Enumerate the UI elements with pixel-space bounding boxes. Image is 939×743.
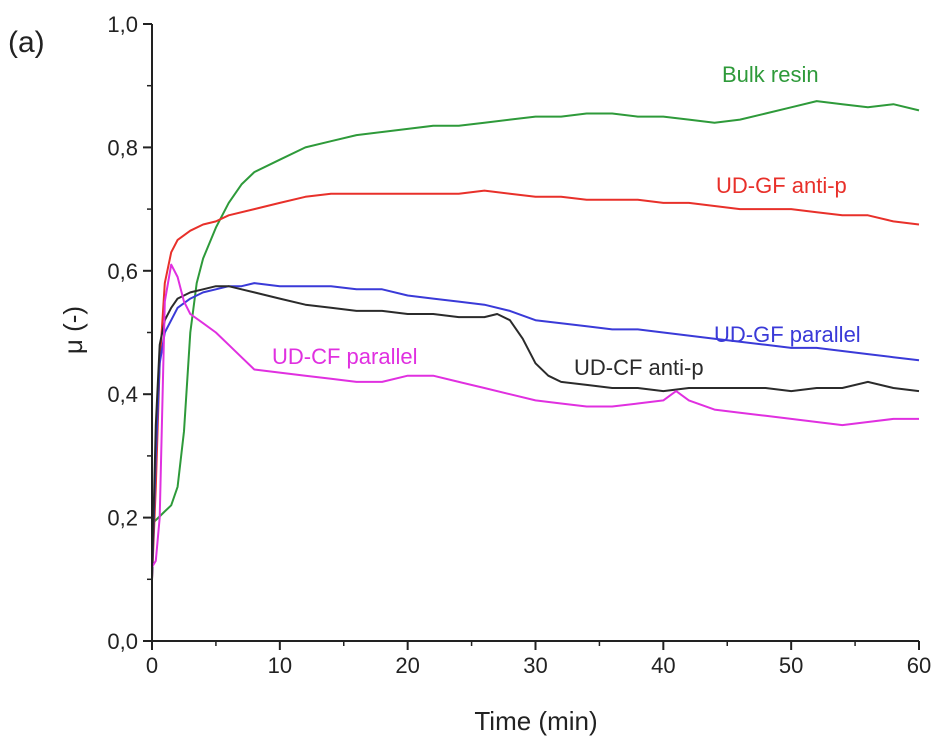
y-tick-label: 0,4 xyxy=(107,382,138,407)
series-line-ud-gf-anti-p xyxy=(151,189,920,580)
series-line-ud-gf-parallel xyxy=(151,282,920,580)
x-tick-label: 20 xyxy=(395,653,419,678)
x-tick-label: 50 xyxy=(779,653,803,678)
series-label-ud-gf-anti-p: UD-GF anti-p xyxy=(716,173,847,198)
y-tick-label: 0,2 xyxy=(107,506,138,531)
x-tick-label: 10 xyxy=(268,653,292,678)
series-line-bulk-resin xyxy=(151,100,920,525)
series-line-ud-cf-parallel xyxy=(151,263,919,568)
axes: 0 10 20 30 40 50 60 0,0 0,2 0,4 0,6 0,8 1,0 xyxy=(107,12,931,678)
y-axis-title: μ (-) xyxy=(58,306,88,354)
series-label-ud-cf-parallel: UD-CF parallel xyxy=(272,344,417,369)
series-label-bulk-resin: Bulk resin xyxy=(722,62,819,87)
x-tick-label: 40 xyxy=(651,653,675,678)
panel-label: (a) xyxy=(8,26,45,59)
x-axis-title: Time (min) xyxy=(474,706,597,736)
series-label-ud-cf-anti-p: UD-CF anti-p xyxy=(574,355,704,380)
y-tick-label: 0,8 xyxy=(107,135,138,160)
plot-area xyxy=(151,100,920,580)
x-tick-label: 30 xyxy=(523,653,547,678)
x-tick-label: 0 xyxy=(146,653,158,678)
y-tick-label: 0,6 xyxy=(107,259,138,284)
series-line-ud-cf-anti-p xyxy=(151,285,920,580)
x-tick-label: 60 xyxy=(907,653,931,678)
y-tick-label: 1,0 xyxy=(107,12,138,37)
y-tick-label: 0,0 xyxy=(107,629,138,654)
series-labels: Bulk resin UD-GF anti-p UD-GF parallel UD-C… xyxy=(272,62,861,380)
series-label-ud-gf-parallel: UD-GF parallel xyxy=(714,322,861,347)
